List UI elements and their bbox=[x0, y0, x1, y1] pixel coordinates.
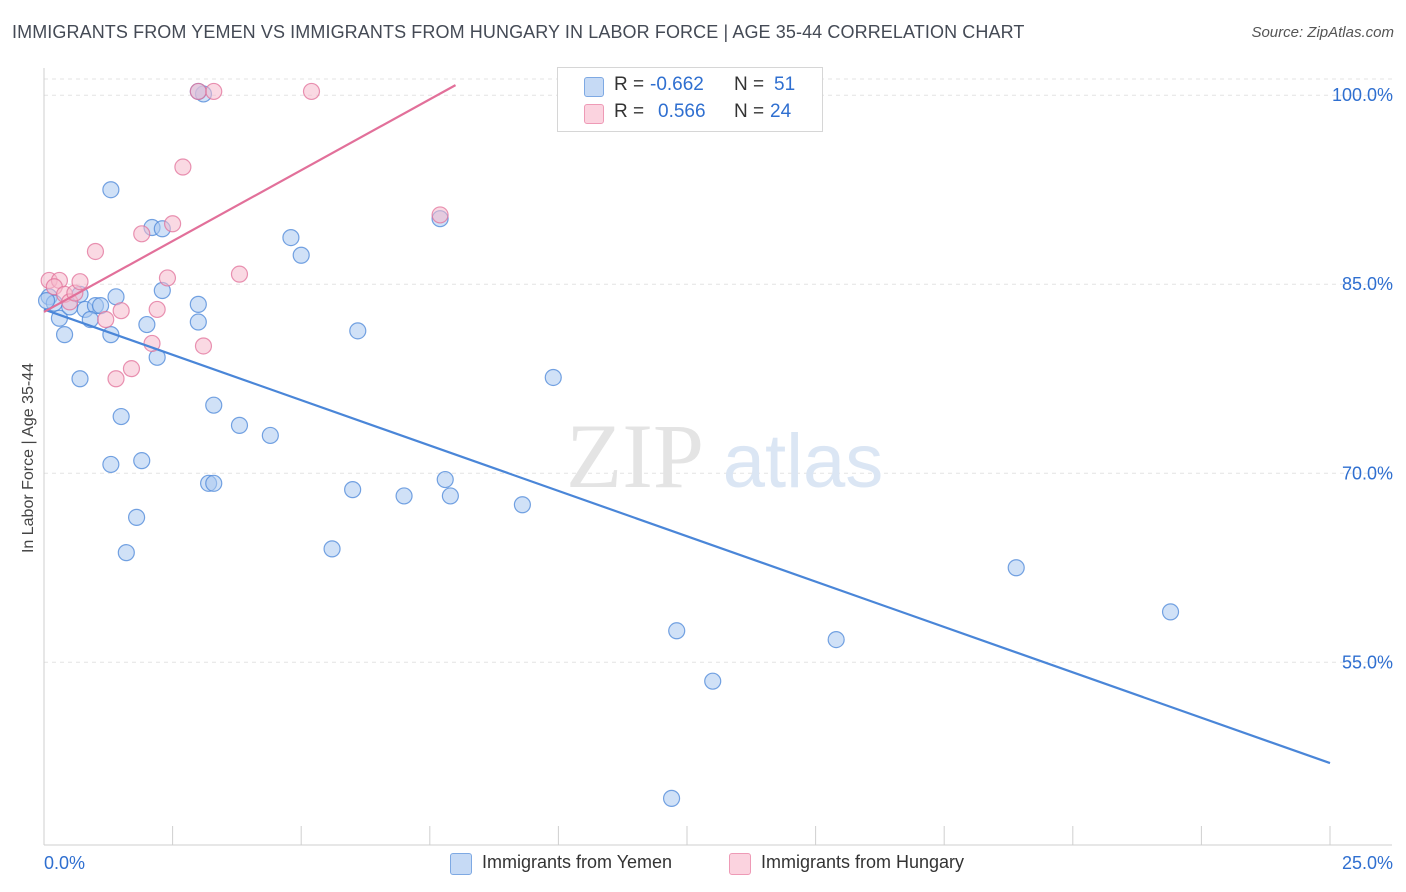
point-yemen bbox=[71, 370, 89, 388]
point-hungary bbox=[143, 334, 161, 353]
point-yemen bbox=[441, 487, 459, 505]
point-hungary bbox=[133, 225, 151, 243]
point-hungary bbox=[302, 82, 321, 101]
point-yemen bbox=[205, 474, 223, 492]
gridlines bbox=[44, 78, 1392, 663]
point-yemen bbox=[127, 508, 146, 526]
legend-n-value: 51 bbox=[774, 74, 796, 95]
axes bbox=[43, 68, 1392, 846]
data-points bbox=[37, 82, 1180, 807]
bottom-legend-swatch-yemen bbox=[450, 853, 472, 875]
chart-title: IMMIGRANTS FROM YEMEN VS IMMIGRANTS FROM… bbox=[12, 22, 1025, 42]
point-yemen bbox=[1161, 603, 1180, 621]
point-yemen bbox=[395, 487, 413, 505]
point-yemen bbox=[37, 292, 56, 310]
point-hungary bbox=[86, 242, 105, 261]
point-yemen bbox=[55, 326, 74, 344]
bottom-legend-label-hungary: Immigrants from Hungary bbox=[761, 852, 965, 872]
point-yemen bbox=[282, 229, 300, 247]
bottom-legend-swatch-hungary bbox=[729, 853, 751, 875]
point-hungary bbox=[194, 337, 213, 355]
point-yemen bbox=[138, 315, 156, 334]
point-yemen bbox=[117, 544, 135, 562]
point-hungary bbox=[97, 310, 115, 329]
point-hungary bbox=[71, 273, 89, 291]
point-yemen bbox=[292, 246, 310, 264]
point-yemen bbox=[189, 295, 207, 313]
point-yemen bbox=[102, 181, 120, 199]
point-yemen bbox=[662, 789, 681, 807]
point-hungary bbox=[164, 215, 182, 233]
y-tick-label: 70.0% bbox=[1342, 463, 1393, 483]
y-tick-label: 100.0% bbox=[1332, 85, 1393, 105]
point-yemen bbox=[827, 630, 845, 649]
point-hungary bbox=[230, 265, 249, 283]
watermark: ZIP atlas bbox=[566, 405, 883, 507]
point-hungary bbox=[107, 370, 125, 388]
point-yemen bbox=[189, 313, 207, 331]
point-hungary bbox=[431, 206, 449, 224]
point-yemen bbox=[344, 481, 362, 499]
y-tick-label: 85.0% bbox=[1342, 274, 1393, 294]
point-yemen bbox=[133, 452, 151, 470]
x-tick-label-max: 25.0% bbox=[1342, 853, 1393, 873]
legend-r-label: R = bbox=[614, 101, 645, 122]
point-hungary bbox=[112, 302, 130, 320]
point-hungary bbox=[205, 82, 223, 101]
point-yemen bbox=[436, 470, 454, 489]
point-yemen bbox=[668, 622, 686, 640]
trend-line-hungary bbox=[43, 84, 457, 313]
point-hungary bbox=[189, 82, 207, 101]
point-yemen bbox=[513, 496, 531, 514]
point-yemen bbox=[205, 396, 223, 414]
trend-lines bbox=[43, 84, 1331, 765]
point-yemen bbox=[704, 672, 722, 690]
point-hungary bbox=[122, 360, 141, 378]
x-tick-label-min: 0.0% bbox=[44, 853, 85, 873]
source-label: Source: ZipAtlas.com bbox=[1251, 24, 1394, 41]
correlation-legend: R = -0.662 N = 51 R = 0.566 N = 24 bbox=[557, 67, 823, 132]
point-yemen bbox=[1007, 559, 1025, 577]
bottom-legend-label-yemen: Immigrants from Yemen bbox=[482, 852, 673, 872]
tick-labels: 100.0% 85.0% 70.0% 55.0% 0.0% 25.0% bbox=[44, 85, 1393, 873]
y-tick-label: 55.0% bbox=[1342, 652, 1393, 672]
point-yemen bbox=[261, 426, 279, 445]
legend-n-label: N = bbox=[734, 74, 765, 95]
legend-n-label: N = bbox=[734, 101, 765, 122]
point-yemen bbox=[230, 416, 249, 434]
watermark-zip: ZIP bbox=[566, 405, 704, 507]
legend-r-value: 0.566 bbox=[658, 101, 706, 122]
point-yemen bbox=[102, 455, 120, 474]
watermark-atlas: atlas bbox=[723, 419, 884, 504]
point-hungary bbox=[148, 300, 166, 319]
legend-swatch-hungary bbox=[584, 104, 604, 124]
point-yemen bbox=[112, 407, 130, 426]
point-yemen bbox=[544, 368, 562, 387]
point-yemen bbox=[349, 322, 367, 340]
point-yemen bbox=[323, 540, 341, 558]
point-hungary bbox=[174, 158, 192, 176]
legend-n-value: 24 bbox=[770, 101, 792, 122]
legend-r-label: R = bbox=[614, 74, 645, 95]
legend-swatch-yemen bbox=[584, 77, 604, 97]
point-hungary bbox=[158, 269, 177, 287]
legend-r-value: -0.662 bbox=[650, 74, 704, 95]
trend-line-yemen bbox=[43, 308, 1331, 765]
